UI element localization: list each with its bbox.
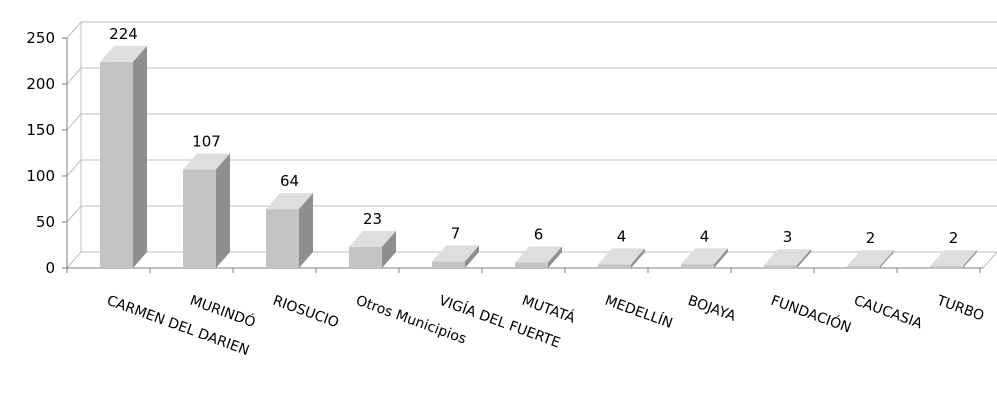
category-label: TURBO [934,292,986,324]
x-axis-category-labels: CARMEN DEL DARIEN MURINDÓ RIOSUCIO Otros… [105,291,986,359]
bar-side [382,230,396,268]
bar-front [598,264,631,268]
bar [266,193,313,268]
bar [100,45,147,268]
bar-side [216,153,230,268]
y-tick-label: 0 [45,259,55,277]
category-label: RIOSUCIO [271,293,341,332]
bar-top [847,250,894,267]
y-tick-label: 50 [36,213,55,231]
bar-front [515,262,548,268]
gridline-diagonal [66,21,82,39]
bar-front [432,261,465,268]
bar-front [266,209,299,268]
data-label: 23 [363,210,382,228]
bar [183,153,230,268]
bar-side [714,248,728,268]
bar [930,250,977,268]
bar-side [299,193,313,268]
y-axis-tick-labels: 0 50 100 150 200 250 [26,29,55,277]
category-label: MUTATÁ [520,292,578,327]
bar-top [598,248,645,265]
bar-top [764,249,811,266]
bar-side [880,250,894,268]
data-labels: 224 107 64 23 7 6 4 4 3 2 2 [109,25,958,247]
bar-top [930,250,977,267]
bar [847,250,894,268]
gridline-diagonal [66,67,82,85]
y-tick-label: 200 [26,75,55,93]
data-label: 107 [192,133,221,151]
bar [598,248,645,268]
data-label: 2 [949,229,959,247]
gridline-diagonal [66,205,82,223]
bar-side [465,245,479,268]
bar-side [963,250,977,268]
bar-front [681,264,714,268]
bar-front [930,266,963,268]
bar-side [797,249,811,268]
data-label: 6 [534,225,544,243]
data-label: 3 [783,228,793,246]
gridline-diagonal [66,251,82,269]
gridline-diagonal [66,113,82,131]
bar-top [183,153,230,170]
bar [515,246,562,268]
data-label: 224 [109,25,138,43]
bar-top [515,246,562,263]
category-label: FUNDACIÓN [769,291,854,337]
bar-front [100,61,133,268]
bar-side [133,45,147,268]
category-label: CAUCASIA [852,293,925,333]
bar-front [764,265,797,268]
y-tick-label: 250 [26,29,55,47]
bar-top [100,45,147,62]
floor-edge [982,251,997,269]
bar-front [349,246,382,268]
bar [432,245,479,268]
gridline-diagonal [66,159,82,177]
data-label: 2 [866,229,876,247]
bar-top [349,230,396,247]
bar [349,230,396,268]
bar-top [681,248,728,265]
category-label: CARMEN DEL DARIEN [105,293,252,359]
bar-front [847,266,880,268]
bars [100,45,977,268]
category-label: BOJAYA [686,293,739,325]
data-label: 7 [451,225,461,243]
bar-top [266,193,313,210]
data-label: 4 [700,227,710,245]
bar-front [183,169,216,268]
category-label: MEDELLÍN [603,292,675,332]
bar-side [631,248,645,268]
gridlines [66,21,997,269]
bar [764,249,811,268]
y-tick-label: 100 [26,167,55,185]
bar [681,248,728,268]
bar-side [548,246,562,268]
bar-top [432,245,479,262]
data-label: 4 [617,227,627,245]
data-label: 64 [280,172,299,190]
y-tick-label: 150 [26,121,55,139]
